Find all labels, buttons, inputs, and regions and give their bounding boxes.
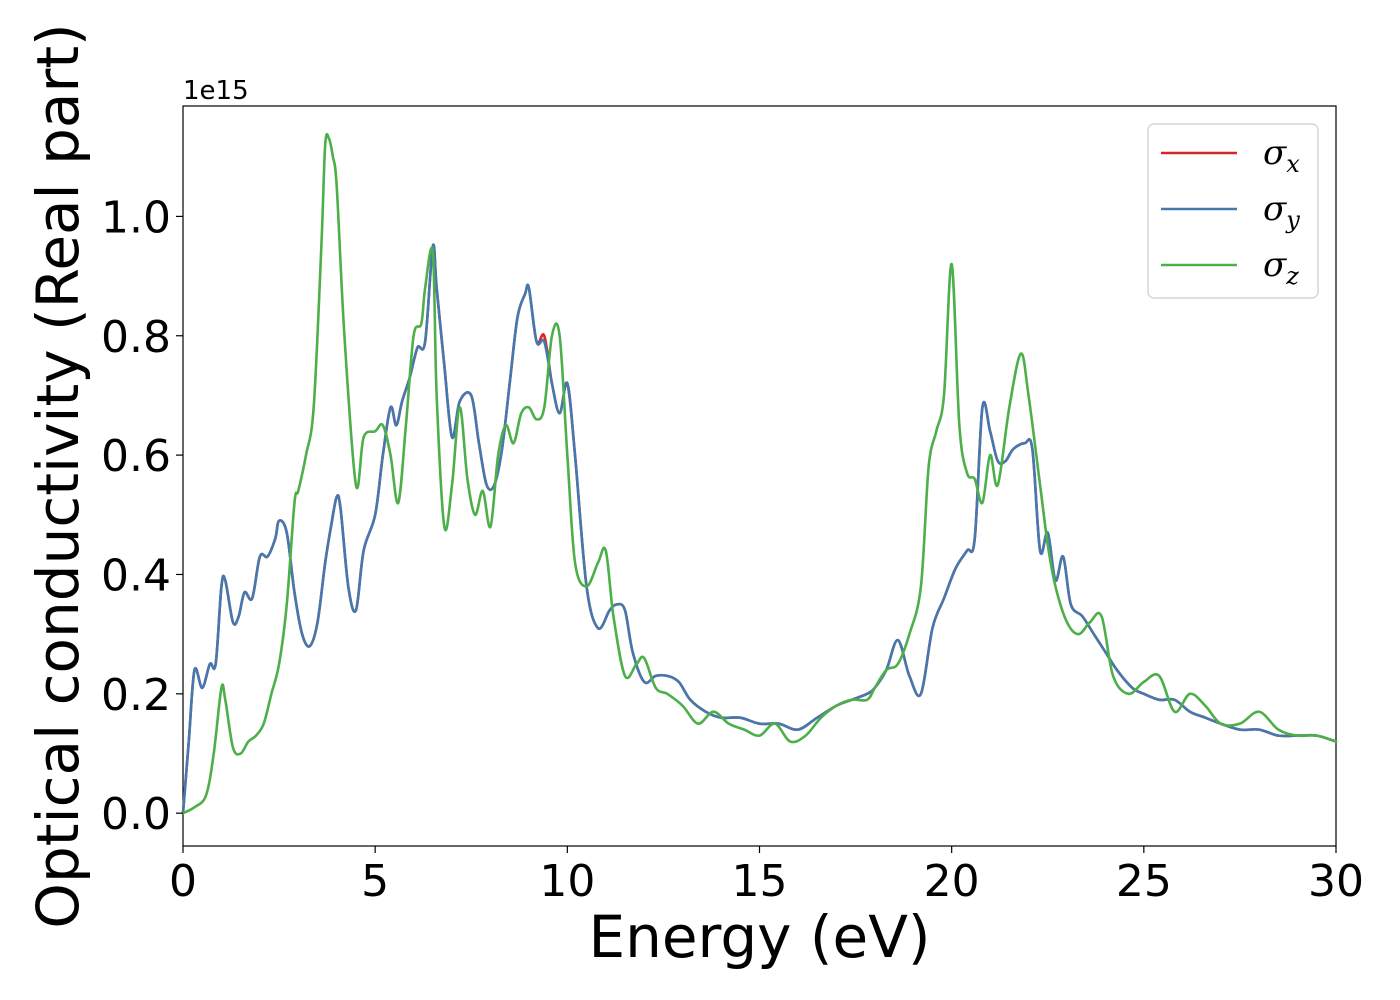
y-axis-offset-label: 1e15 [183, 76, 249, 106]
legend-box [1147, 123, 1319, 299]
x-axis-ticks: 0 5 10 15 20 25 30 [169, 846, 1364, 907]
legend-label-z: σz [1263, 245, 1299, 290]
x-tick-label: 15 [732, 856, 788, 907]
y-tick-label: 1.0 [101, 192, 171, 243]
y-axis-ticks: 0.0 0.2 0.4 0.6 0.8 1.0 [101, 192, 183, 840]
x-tick-label: 10 [539, 856, 595, 907]
x-tick-label: 30 [1308, 856, 1364, 907]
y-tick-label: 0.4 [101, 550, 171, 601]
series-layer [181, 133, 1338, 815]
x-tick-label: 25 [1116, 856, 1172, 907]
y-tick-label: 0.8 [101, 312, 171, 363]
y-tick-label: 0.0 [101, 789, 171, 840]
y-tick-label: 0.2 [101, 670, 171, 721]
legend-items: σx σy σz [1161, 133, 1300, 290]
legend-label-x: σx [1263, 133, 1300, 178]
y-axis-title: Optical conductivity (Real part) [24, 23, 92, 928]
series-line-z [181, 133, 1338, 815]
x-tick-label: 0 [169, 856, 197, 907]
series-line-y [181, 243, 1338, 815]
x-tick-label: 20 [924, 856, 980, 907]
legend-label-y: σy [1263, 189, 1300, 234]
plot-area [181, 105, 1338, 847]
x-tick-label: 5 [361, 856, 389, 907]
y-tick-label: 0.6 [101, 431, 171, 482]
x-axis-title: Energy (eV) [588, 903, 930, 971]
legend: σx σy σz [1147, 123, 1319, 299]
